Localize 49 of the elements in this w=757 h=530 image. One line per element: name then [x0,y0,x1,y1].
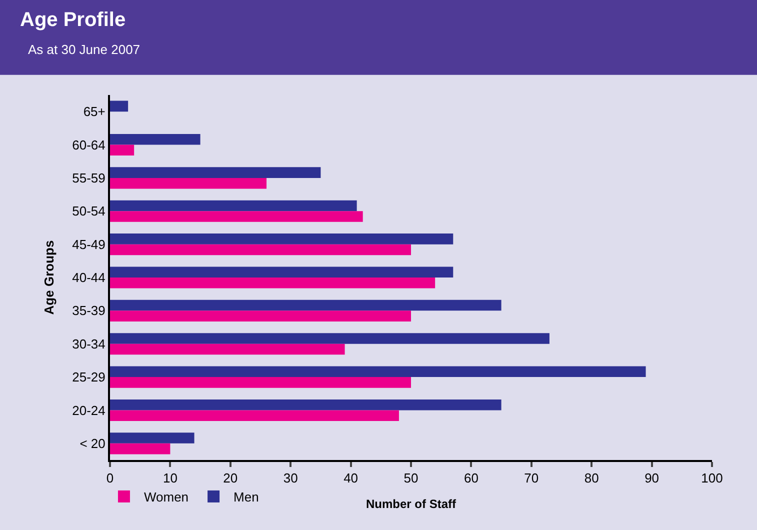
bar [110,399,502,410]
bar [110,377,411,388]
y-tick-label: 65+ [83,104,106,120]
bar [110,266,454,278]
bar [110,333,550,344]
bar [110,410,399,422]
bar [110,344,345,355]
y-axis-title: Age Groups [42,240,57,315]
chart-subtitle: As at 30 June 2007 [28,42,140,57]
x-tick-label: 50 [404,470,418,486]
bar [110,178,267,189]
bar [110,244,411,256]
y-tick-label: 40-44 [72,270,106,286]
chart-title: Age Profile [20,9,126,31]
bar [110,134,200,145]
x-tick-label: 60 [464,470,478,486]
bar [110,167,321,178]
x-tick-label: 0 [106,470,114,486]
x-tick-label: 20 [223,470,238,486]
x-axis-title: Number of Staff [366,497,458,511]
y-tick-label: 50-54 [72,204,106,219]
bar [110,310,411,322]
bar [110,144,134,156]
bar [110,432,194,444]
x-tick-label: 90 [644,470,660,486]
y-tick-label: < 20 [80,436,106,451]
bar [110,211,363,222]
y-tick-label: 55-59 [72,170,106,186]
bar [110,234,454,244]
y-tick-label: 25-29 [72,370,106,385]
x-tick-label: 70 [524,470,539,486]
bar [110,200,357,212]
bar [110,300,502,311]
y-tick-label: 60-64 [72,137,106,152]
y-tick-label: 35-39 [72,303,106,318]
x-tick-label: 100 [701,470,723,486]
x-tick-label: 10 [162,470,178,486]
legend-label: Men [234,490,259,505]
bar [110,278,436,288]
legend-label: Women [144,490,189,505]
y-tick-label: 45-49 [72,236,106,252]
bar [110,443,170,454]
y-tick-label: 30-34 [72,336,106,352]
x-tick-label: 40 [344,470,358,486]
bar [110,100,128,112]
y-tick-label: 20-24 [72,402,106,418]
x-tick-label: 80 [584,470,599,486]
x-tick-label: 30 [283,470,298,486]
bar [110,366,646,378]
